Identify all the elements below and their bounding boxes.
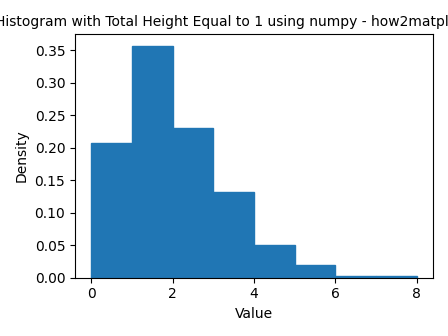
Bar (295, 265, 336, 278)
Bar (132, 46, 172, 278)
Bar (213, 192, 254, 278)
Bar (336, 276, 376, 278)
Bar (172, 128, 213, 278)
Y-axis label: Density: Density (15, 130, 29, 182)
X-axis label: Value: Value (235, 307, 273, 321)
Title: Histogram with Total Height Equal to 1 using numpy - how2matplotlib.com: Histogram with Total Height Equal to 1 u… (0, 15, 448, 29)
Bar (254, 245, 295, 278)
Bar (376, 277, 417, 278)
Bar (91, 143, 132, 278)
